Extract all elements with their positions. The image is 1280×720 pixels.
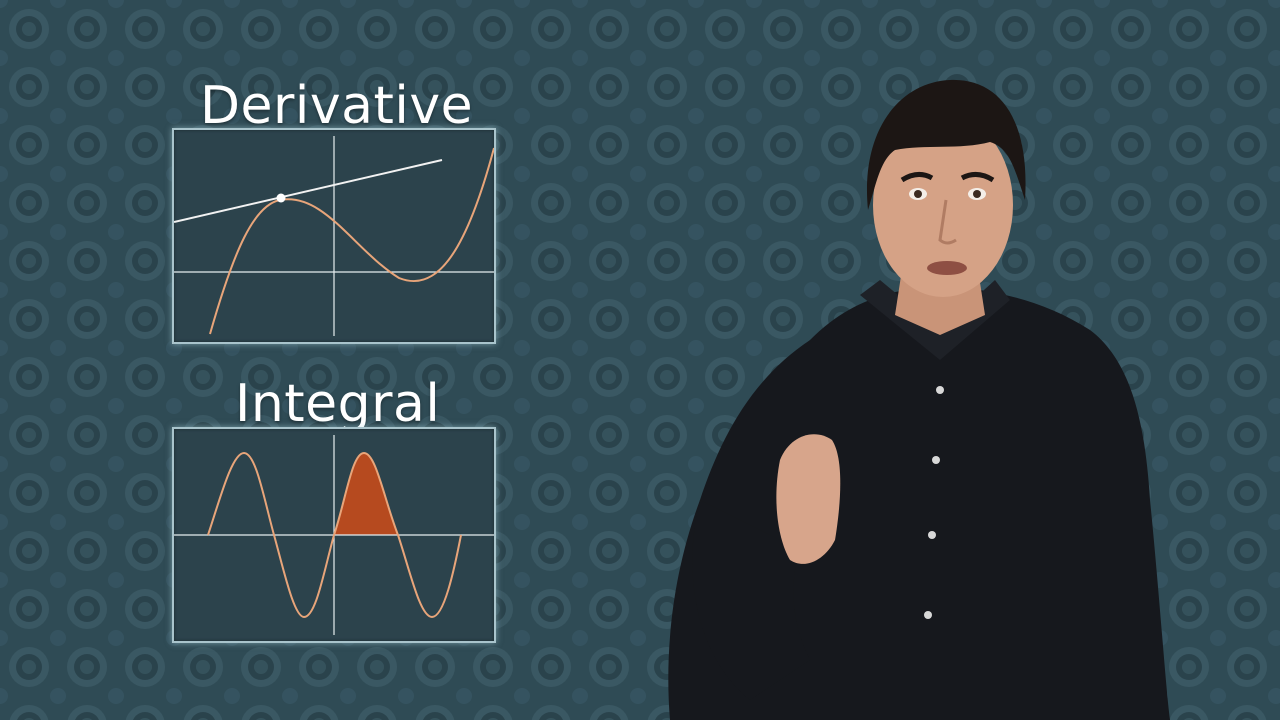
presenter-hair — [866, 79, 1026, 210]
presenter-mouth — [927, 261, 967, 275]
shaded-area — [334, 453, 398, 535]
integral-graph-panel — [172, 427, 496, 643]
integral-graph — [174, 435, 494, 635]
presenter-left-pupil — [914, 190, 922, 198]
presenter-figure — [668, 79, 1170, 720]
presenter-face — [873, 113, 1013, 297]
derivative-graph-panel — [172, 128, 496, 344]
shirt-button — [932, 456, 940, 464]
sine-curve — [207, 451, 462, 619]
presenter-arm — [692, 500, 810, 700]
presenter-right-brow — [960, 172, 995, 183]
derivative-title: Derivative — [200, 76, 474, 136]
shirt-button — [928, 531, 936, 539]
tangent-line — [174, 159, 443, 223]
tangent-point — [276, 193, 286, 203]
presenter-right-pupil — [973, 190, 981, 198]
integral-title: Integral — [235, 374, 441, 434]
cubic-curve — [209, 147, 494, 335]
presenter-hand — [776, 434, 841, 564]
shirt-button — [924, 611, 932, 619]
derivative-graph — [174, 136, 494, 336]
presenter-left-brow — [900, 172, 934, 183]
presenter-nose — [938, 199, 957, 245]
shirt-button — [936, 386, 944, 394]
